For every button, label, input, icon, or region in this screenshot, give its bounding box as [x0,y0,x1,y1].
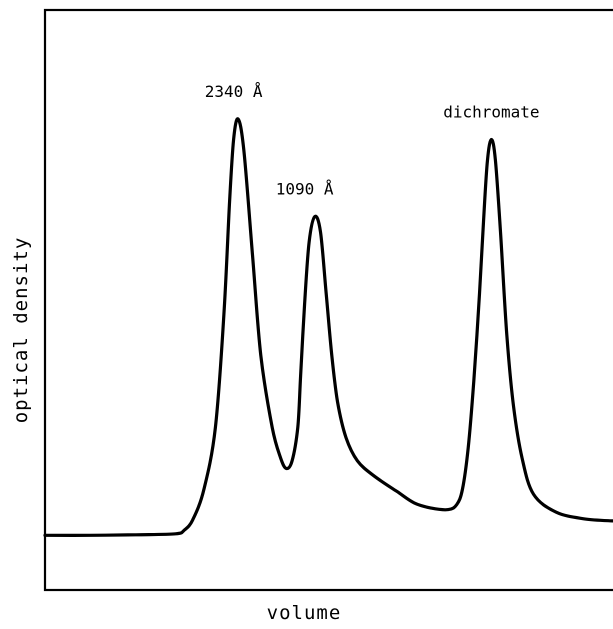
series-line [43,117,613,537]
plot-frame [43,8,613,592]
peak-label: 1090 Å [276,180,334,199]
peak-label: dichromate [443,103,539,122]
peak-annotations: 2340 Å 1090 Å dichromate [205,82,540,199]
peak-label: 2340 Å [205,82,263,101]
y-axis-label: optical density [10,237,32,424]
x-axis-label: volume [267,602,342,624]
